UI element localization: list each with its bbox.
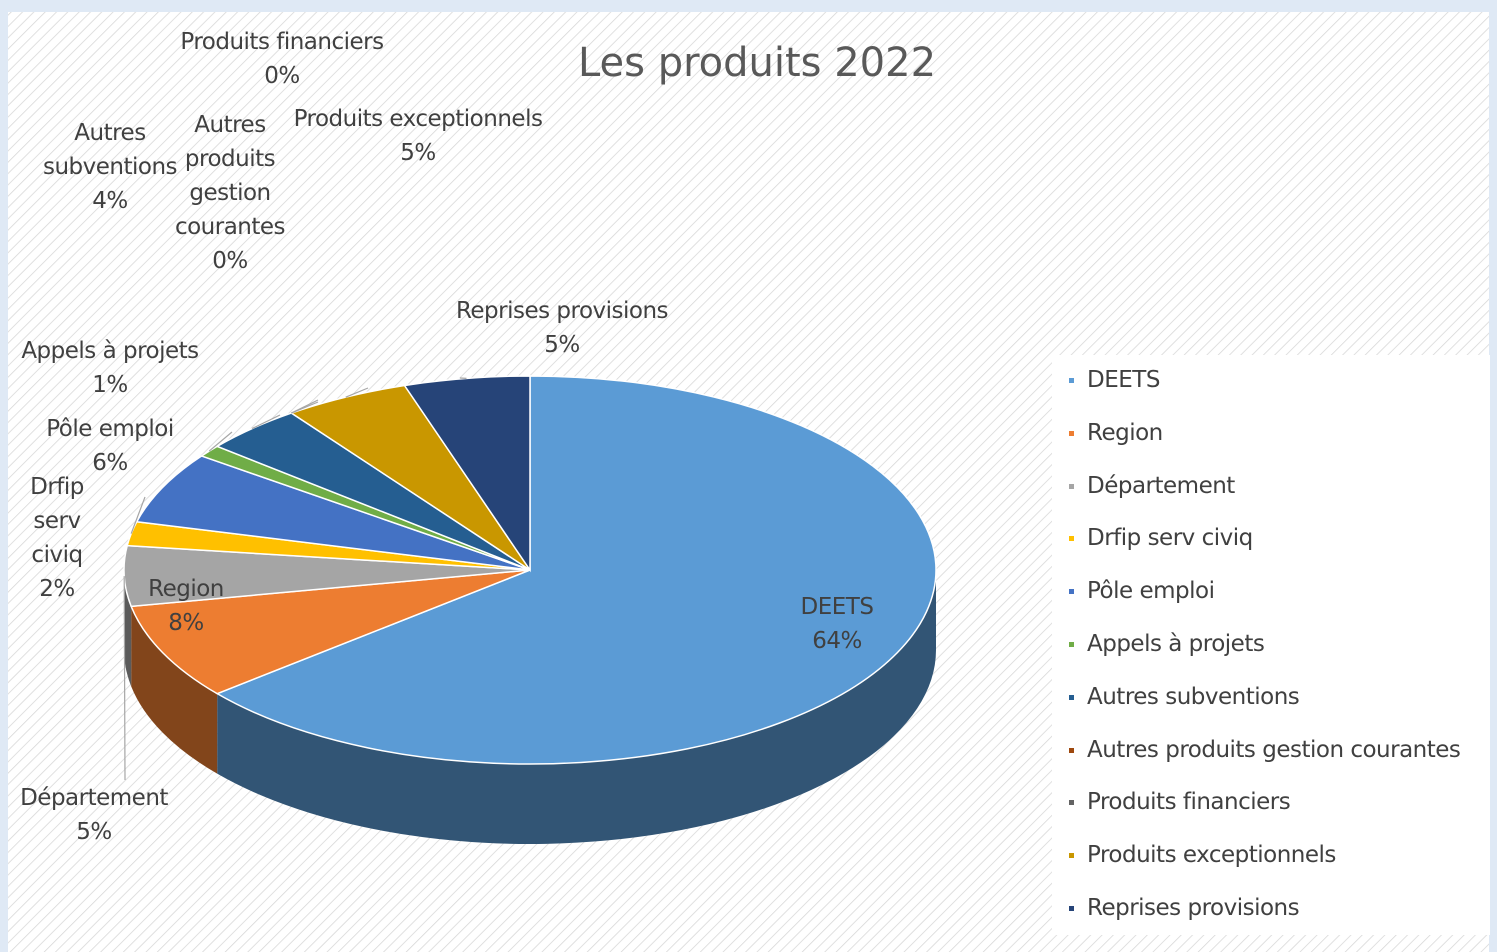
slice-side xyxy=(217,570,936,844)
label-name: DEETS xyxy=(800,594,874,620)
legend-marker xyxy=(1069,483,1074,489)
label-value: 4% xyxy=(92,188,128,214)
legend-marker xyxy=(1069,800,1074,806)
legend-label: Autres produits gestion courantes xyxy=(1087,736,1461,763)
leader-line xyxy=(208,431,233,452)
label-value: 5% xyxy=(544,332,580,358)
label-value: 1% xyxy=(92,372,128,398)
legend-label: Region xyxy=(1087,419,1163,446)
label-value: 6% xyxy=(92,450,128,476)
data-label: Autres subventions 4% xyxy=(25,116,195,218)
legend-marker xyxy=(1069,694,1074,700)
slice xyxy=(130,569,531,695)
label-name: Autres produits gestion courantes xyxy=(174,112,286,240)
label-value: 0% xyxy=(264,63,300,89)
legend-marker xyxy=(1069,589,1074,595)
legend-label: Produits exceptionnels xyxy=(1087,842,1336,869)
label-name: Appels à projets xyxy=(21,338,199,364)
data-label: Autres produits gestion courantes 0% xyxy=(160,108,300,278)
legend-label: Pôle emploi xyxy=(1087,578,1215,605)
legend-marker xyxy=(1069,536,1074,542)
leader-line xyxy=(345,387,369,398)
data-label: Pôle emploi 6% xyxy=(10,412,210,480)
data-label: Produits exceptionnels 5% xyxy=(268,102,568,170)
label-name: Département xyxy=(20,785,168,811)
data-label: Reprises provisions 5% xyxy=(432,294,692,362)
legend-marker xyxy=(1069,747,1074,753)
data-label: Département 5% xyxy=(0,781,194,849)
data-label: Drfip serv civiq 2% xyxy=(17,470,97,606)
leader-line xyxy=(123,576,126,781)
data-label: Appels à projets 1% xyxy=(0,334,220,402)
leader-line xyxy=(130,496,146,534)
data-label: Produits financiers 0% xyxy=(152,25,412,93)
slice-side xyxy=(124,570,132,687)
label-value: 5% xyxy=(76,819,112,845)
label-name: Produits financiers xyxy=(180,29,384,55)
legend-label: Reprises provisions xyxy=(1087,895,1300,921)
label-name: Pôle emploi xyxy=(46,416,174,442)
legend-marker xyxy=(1069,906,1074,911)
slice xyxy=(215,375,937,765)
legend-box xyxy=(1052,355,1490,935)
label-value: 64% xyxy=(812,628,862,654)
legend-marker xyxy=(1069,430,1074,436)
label-value: 2% xyxy=(39,576,75,602)
label-name: Reprises provisions xyxy=(455,298,669,324)
label-name: Produits exceptionnels xyxy=(293,106,543,132)
label-name: Drfip serv civiq xyxy=(30,474,84,568)
slice-side xyxy=(131,606,218,774)
label-value: 0% xyxy=(212,248,248,274)
label-value: 5% xyxy=(400,140,436,166)
legend-marker xyxy=(1069,378,1074,383)
leader-line xyxy=(251,414,281,430)
label-name: Region xyxy=(148,576,224,602)
leader-line xyxy=(291,401,319,414)
slice xyxy=(135,455,531,571)
label-name: Autres subventions xyxy=(42,120,178,180)
legend-label: Appels à projets xyxy=(1087,631,1265,657)
legend-label: DEETS xyxy=(1087,367,1160,393)
legend-label: Produits financiers xyxy=(1087,789,1291,816)
legend-marker xyxy=(1069,853,1074,859)
legend-label: Département xyxy=(1087,472,1235,499)
legend-label: Autres subventions xyxy=(1087,683,1300,710)
legend-marker xyxy=(1069,642,1074,647)
data-label: DEETS 64% xyxy=(762,590,912,658)
chart-title: Les produits 2022 xyxy=(577,40,937,86)
data-label: Region 8% xyxy=(111,572,261,640)
legend-label: Drfip serv civiq xyxy=(1087,525,1253,552)
label-value: 8% xyxy=(168,610,204,636)
